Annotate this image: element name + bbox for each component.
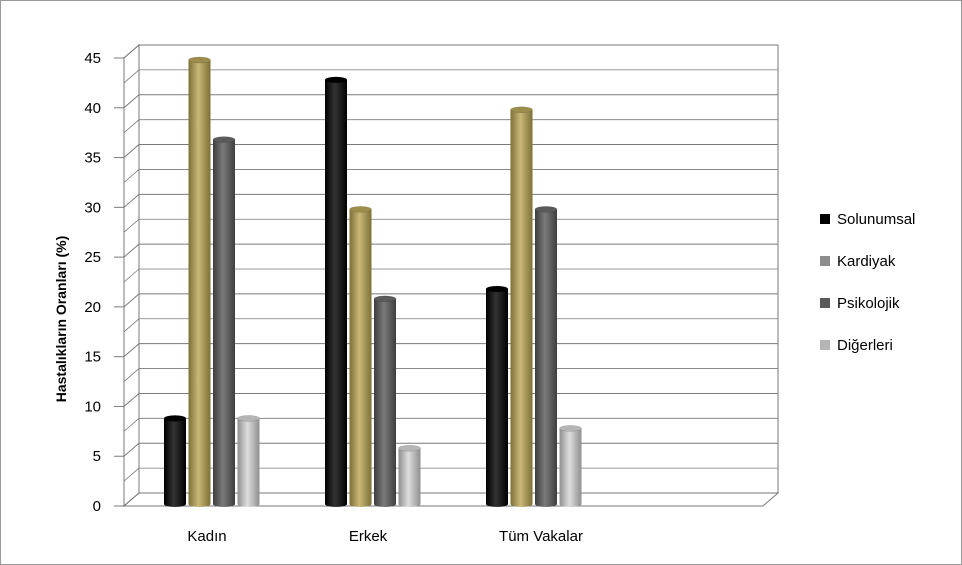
- bar: [559, 425, 582, 507]
- bar-top: [373, 295, 397, 303]
- bar-top: [349, 206, 372, 213]
- bar-base: [559, 501, 582, 507]
- y-tick-label: 30: [84, 199, 101, 216]
- side-gridline: [123, 467, 140, 482]
- bar-body: [398, 448, 421, 504]
- bar-top: [398, 445, 421, 452]
- side-gridline: [123, 193, 140, 208]
- legend-label: Kardiyak: [837, 253, 896, 270]
- bar-base: [237, 501, 260, 507]
- bar: [398, 445, 421, 507]
- y-tick-label: 0: [93, 498, 101, 515]
- bar: [163, 415, 187, 507]
- bar-base: [398, 501, 421, 507]
- y-tick-label: 45: [84, 50, 101, 67]
- bar-body: [510, 109, 533, 505]
- legend-item: Diğerleri: [820, 337, 893, 354]
- side-gridline: [123, 44, 140, 59]
- bar-base: [510, 501, 533, 507]
- legend-swatch: [820, 340, 830, 350]
- bar-base: [349, 501, 372, 507]
- side-gridline: [123, 343, 140, 358]
- bar-body: [374, 298, 396, 504]
- side-gridline: [123, 393, 140, 407]
- bar-base: [164, 501, 186, 507]
- bar-base: [188, 501, 211, 507]
- bar-base: [325, 501, 347, 507]
- side-gridline: [123, 368, 140, 382]
- bar-top: [534, 206, 558, 213]
- y-tick-label: 25: [84, 249, 101, 266]
- y-tick-label: 15: [84, 349, 101, 366]
- side-gridline: [123, 69, 140, 84]
- bar-base: [374, 501, 396, 507]
- side-gridline: [123, 442, 140, 457]
- bar: [349, 206, 372, 507]
- x-category-label: Tüm Vakalar: [499, 528, 583, 545]
- side-gridline: [123, 492, 140, 507]
- bar-base: [486, 501, 508, 507]
- bar-body: [164, 418, 186, 504]
- bar-base: [535, 501, 557, 507]
- legend-swatch: [820, 214, 830, 224]
- bar: [373, 295, 397, 507]
- x-category-label: Erkek: [349, 528, 388, 545]
- side-gridline: [123, 144, 140, 158]
- x-category-label: Kadın: [187, 528, 226, 545]
- bar-body: [559, 428, 582, 504]
- legend-label: Psikolojik: [837, 295, 900, 312]
- bar-body: [535, 209, 557, 505]
- bar-top: [237, 415, 260, 422]
- bar: [510, 106, 533, 507]
- legend-item: Solunumsal: [820, 211, 915, 228]
- side-gridline: [123, 119, 140, 133]
- legend-item: Psikolojik: [820, 295, 900, 312]
- bar-body: [237, 418, 260, 504]
- bar-base: [213, 501, 235, 507]
- bar: [212, 136, 236, 507]
- side-gridline: [123, 293, 140, 308]
- y-tick-label: 20: [84, 299, 101, 316]
- y-tick-labels: 0 5 10 15 20 25 30 35 40 45: [84, 50, 125, 515]
- bar-top: [324, 76, 348, 84]
- side-gridline: [123, 243, 140, 258]
- legend: Solunumsal Kardiyak Psikolojik Diğerleri: [820, 211, 915, 354]
- side-gridline: [123, 169, 140, 183]
- side-gridline: [123, 418, 140, 432]
- legend-label: Diğerleri: [837, 337, 893, 354]
- side-gridline: [123, 94, 140, 109]
- bar-top: [188, 56, 211, 64]
- bar-body: [213, 139, 235, 504]
- x-category-labels: Kadın Erkek Tüm Vakalar: [187, 528, 583, 545]
- bar-top: [510, 106, 533, 114]
- bar: [237, 415, 260, 507]
- legend-label: Solunumsal: [837, 211, 915, 228]
- bar-body: [188, 60, 211, 504]
- bar-body: [486, 288, 508, 504]
- bar: [324, 76, 348, 507]
- bar-body: [325, 79, 347, 505]
- side-gridline: [123, 218, 140, 233]
- bar-top: [212, 136, 236, 143]
- y-axis-label: Hastalıkların Oranları (%): [53, 236, 69, 403]
- y-tick-label: 10: [84, 398, 101, 415]
- bar: [188, 56, 211, 507]
- legend-item: Kardiyak: [820, 253, 896, 270]
- side-gridline: [123, 268, 140, 283]
- y-tick-label: 40: [84, 100, 101, 117]
- bar-top: [163, 415, 187, 422]
- bar-body: [349, 209, 372, 505]
- bars-group: [163, 56, 582, 507]
- bar: [534, 206, 558, 507]
- side-gridline: [123, 318, 140, 333]
- legend-swatch: [820, 298, 830, 308]
- legend-swatch: [820, 256, 830, 266]
- y-tick-label: 5: [93, 448, 101, 465]
- bar-top: [485, 285, 509, 293]
- bar: [485, 285, 509, 507]
- y-tick-label: 35: [84, 150, 101, 167]
- bar-top: [559, 425, 582, 432]
